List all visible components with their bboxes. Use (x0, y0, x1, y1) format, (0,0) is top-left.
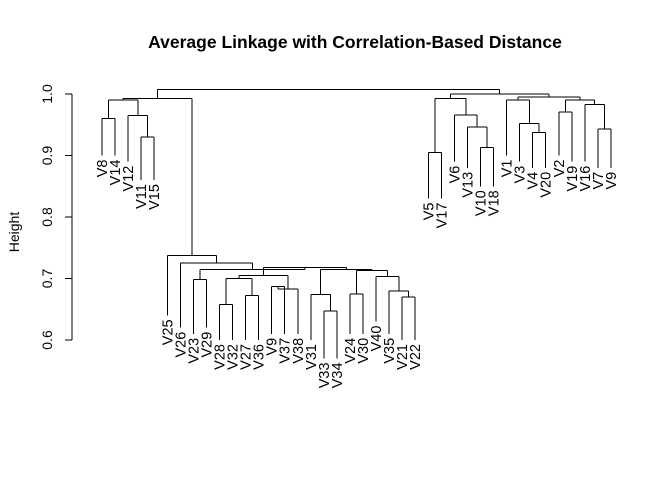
leaf-label: V21 (395, 344, 411, 370)
leaf-label: V19 (565, 166, 581, 192)
leaf-label: V9 (265, 338, 281, 356)
leaf-label: V40 (369, 326, 385, 352)
leaf-label: V7 (591, 172, 607, 190)
leaf-label: V14 (108, 160, 124, 186)
leaf-label: V22 (408, 344, 424, 370)
y-tick-label: 0.7 (39, 269, 55, 289)
leaf-label: V2 (552, 160, 568, 178)
y-tick-label: 1.0 (39, 84, 55, 104)
y-axis: 0.6 0.7 0.8 0.9 1.0 (39, 84, 73, 350)
leaf-label: V32 (226, 344, 242, 370)
leaf-label: V15 (147, 184, 163, 210)
leaf-label: V29 (199, 332, 215, 358)
leaf-label: V9 (604, 172, 620, 190)
leaf-label: V37 (278, 338, 294, 364)
dendrogram-tree (101, 89, 612, 359)
leaf-label: V25 (160, 319, 176, 345)
leaf-label: V23 (186, 338, 202, 364)
leaf-label: V1 (500, 160, 516, 178)
leaf-label: V27 (239, 344, 255, 370)
leaf-labels: V8V14V12V11V15V25V26V23V29V28V32V27V36V9… (95, 160, 620, 389)
leaf-label: V20 (539, 172, 555, 198)
leaf-label: V3 (513, 166, 529, 184)
leaf-label: V24 (343, 338, 359, 364)
leaf-label: V12 (121, 166, 137, 192)
leaf-label: V30 (356, 338, 372, 364)
y-tick-label: 0.9 (39, 146, 55, 166)
leaf-label: V34 (330, 362, 346, 388)
leaf-label: V31 (304, 344, 320, 370)
leaf-label: V26 (173, 332, 189, 358)
leaf-label: V18 (487, 190, 503, 216)
leaf-label: V6 (447, 166, 463, 184)
leaf-label: V5 (421, 203, 437, 221)
leaf-label: V17 (434, 203, 450, 229)
leaf-label: V36 (252, 344, 268, 370)
leaf-label: V33 (317, 362, 333, 388)
chart-title: Average Linkage with Correlation-Based D… (148, 32, 562, 52)
y-tick-label: 0.8 (39, 207, 55, 227)
leaf-label: V35 (382, 338, 398, 364)
leaf-label: V11 (134, 184, 150, 209)
leaf-label: V13 (460, 172, 476, 198)
leaf-label: V8 (95, 160, 111, 178)
leaf-label: V10 (473, 190, 489, 216)
y-axis-label: Height (6, 212, 22, 253)
leaf-label: V28 (212, 344, 228, 370)
leaf-label: V16 (578, 166, 594, 192)
y-tick-label: 0.6 (39, 330, 55, 350)
leaf-label: V38 (291, 338, 307, 364)
leaf-label: V4 (526, 172, 542, 190)
